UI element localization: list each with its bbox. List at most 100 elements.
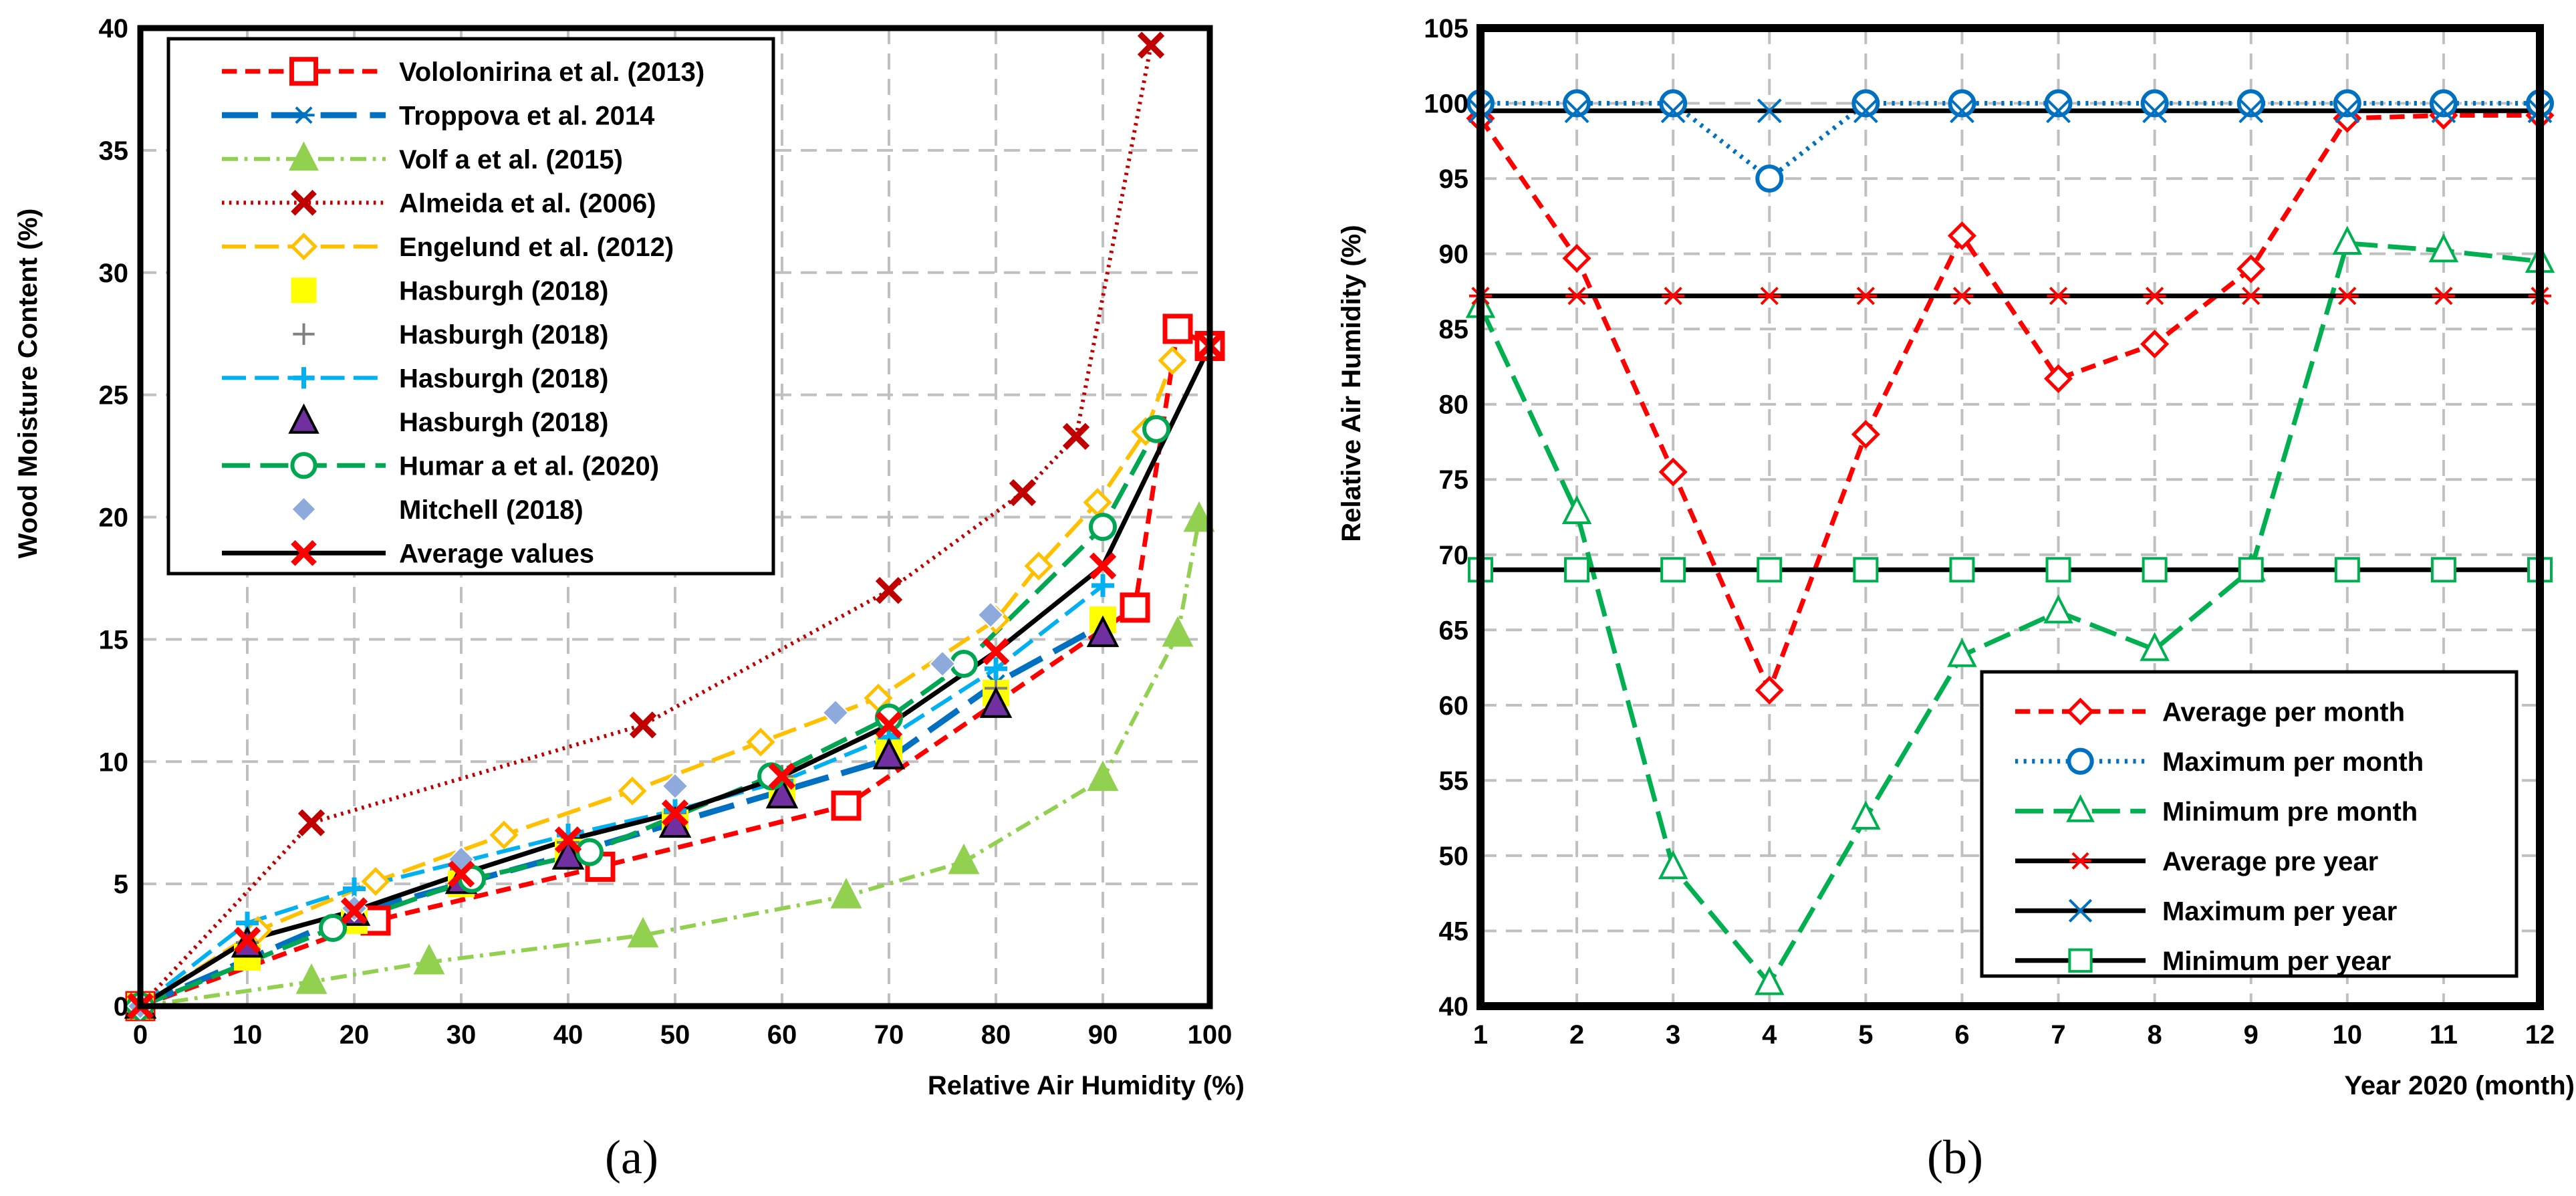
data-point [830,877,862,909]
data-point [1851,800,1881,830]
data-point [2428,233,2459,263]
legend-swatch-marker [289,57,319,86]
data-point [661,772,689,800]
y-tick-label: 65 [1439,616,1469,645]
data-point [2046,98,2071,124]
data-point [746,727,775,757]
x-tick-label: 12 [2525,1020,2555,1050]
data-point [1564,98,1589,124]
data-point [575,838,604,866]
data-point [982,638,1010,665]
data-point [831,790,862,821]
legend-label: Average per month [2162,697,2405,727]
y-axis-label: Wood Moisture Content (%) [13,209,43,559]
data-point [1091,574,1114,597]
legend-swatch-marker [293,323,315,345]
data-point [627,917,659,948]
data-point [979,686,1013,718]
y-tick-label: 5 [114,870,128,899]
data-point [1089,552,1117,580]
x-tick-label: 60 [767,1020,797,1050]
x-tick-label: 7 [2051,1020,2065,1050]
y-tick-label: 85 [1439,315,1469,344]
x-tick-label: 4 [1762,1020,1777,1050]
data-point [2333,89,2361,118]
y-tick-label: 0 [114,992,128,1022]
y-tick-label: 50 [1439,842,1469,871]
x-tick-label: 50 [660,1020,690,1050]
x-tick-label: 8 [2148,1020,2162,1050]
data-point [1851,89,1880,118]
x-tick-label: 90 [1088,1020,1118,1050]
y-tick-label: 100 [1424,90,1468,119]
data-point [2043,594,2073,624]
x-tick-label: 1 [1473,1020,1488,1050]
y-tick-label: 45 [1439,917,1469,946]
x-axis-label: Year 2020 (month) [2344,1071,2575,1100]
data-point [985,657,1007,681]
data-point [2239,286,2263,306]
data-point [361,866,390,896]
data-point [1947,638,1977,667]
data-point [2429,89,2458,118]
y-tick-label: 60 [1439,691,1469,721]
chart-a: 0 5 10 15 20 25 30 35 40 0 10 20 30 40 50 60 70 80 90 100 Re… [13,14,1245,1100]
y-tick-label: 90 [1439,240,1469,269]
data-point [2142,98,2168,124]
data-point [413,943,445,975]
y-tick-label: 95 [1439,164,1469,194]
data-point [875,577,903,604]
data-point [1024,552,1053,581]
x-tick-label: 100 [1188,1020,1233,1050]
data-point [554,826,582,854]
legend-swatch-marker [289,141,319,171]
data-point [1755,675,1784,705]
y-tick-label: 25 [99,381,129,410]
y-tick-label: 105 [1424,14,1468,43]
x-tick-label: 5 [1858,1020,1873,1050]
data-point [447,860,475,888]
data-point [1659,89,1688,118]
data-point [875,711,903,739]
y-tick-label: 10 [99,747,129,777]
data-point [1758,286,1781,306]
data-point [1754,966,1785,995]
legend-swatch-marker [291,189,317,216]
data-point [1854,286,1878,306]
x-tick-label: 70 [874,1020,904,1050]
data-point [551,838,585,870]
y-tick-label: 70 [1439,541,1469,570]
legend-label: Minimum pre month [2162,797,2418,826]
data-point [1137,31,1165,59]
data-point [2335,98,2360,124]
x-tick-label: 3 [1666,1020,1680,1050]
x-tick-label: 9 [2244,1020,2259,1050]
data-point [948,843,980,874]
data-point [1658,850,1688,880]
data-point [2044,89,2073,118]
data-point [1183,501,1215,532]
panel-b-label: (b) [1927,1130,1983,1184]
data-point [233,927,261,954]
data-point [661,799,689,827]
legend-label: Engelund et al. (2012) [399,233,674,262]
data-point [2140,330,2170,359]
data-point [2047,286,2070,306]
data-point [319,913,347,942]
data-point [2045,557,2071,583]
x-tick-label: 10 [233,1020,263,1050]
x-tick-label: 6 [1954,1020,1969,1050]
data-point [2334,557,2360,583]
legend-swatch-marker [2067,747,2094,775]
data-point [928,650,956,678]
data-point [2236,254,2266,283]
data-point [2140,89,2169,118]
panel-a-label: (a) [605,1130,658,1184]
legend-label: Volf a et al. (2015) [399,145,623,174]
legend: Average per month Maximum per month Minimu… [1980,670,2519,978]
plot-frame [1476,24,2544,1010]
data-point [1142,414,1170,443]
legend-swatch-marker [289,233,318,261]
